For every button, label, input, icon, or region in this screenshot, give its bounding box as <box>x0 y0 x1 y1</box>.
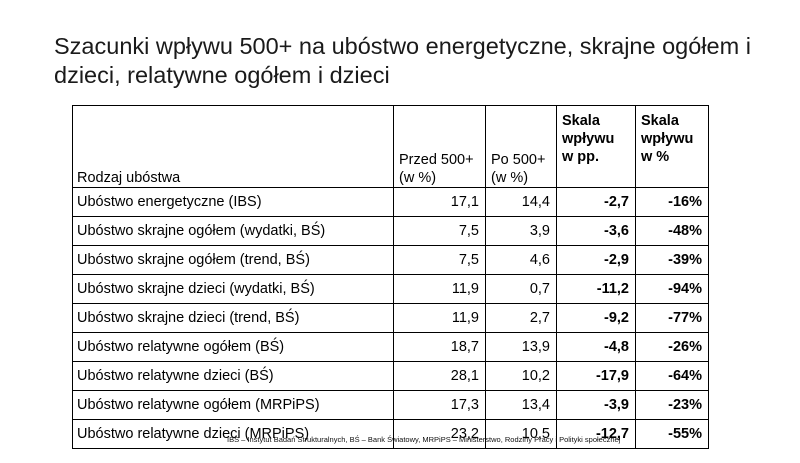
before-value-cell: 7,5 <box>393 216 486 246</box>
impact-pp-cell: -9,2 <box>556 303 636 333</box>
poverty-type-cell: Ubóstwo relatywne dzieci (MRPiPS) <box>72 419 394 449</box>
after-value-cell: 13,9 <box>485 332 557 362</box>
before-value-cell: 18,7 <box>393 332 486 362</box>
table-row: Ubóstwo skrajne dzieci (wydatki, BŚ) 11,9… <box>72 274 709 304</box>
after-value-cell: 13,4 <box>485 390 557 420</box>
after-value-cell: 14,4 <box>485 187 557 217</box>
impact-percent-cell: -16% <box>635 187 709 217</box>
before-value-cell: 11,9 <box>393 274 486 304</box>
poverty-type-cell: Ubóstwo relatywne ogółem (BŚ) <box>72 332 394 362</box>
impact-pp-cell: -2,7 <box>556 187 636 217</box>
header-before-500: Przed 500+ (w %) <box>393 105 486 188</box>
impact-pp-cell: -3,9 <box>556 390 636 420</box>
impact-pp-cell: -4,8 <box>556 332 636 362</box>
impact-percent-cell: -23% <box>635 390 709 420</box>
table-row: Ubóstwo energetyczne (IBS) 17,1 14,4 -2,7 -1… <box>72 187 709 217</box>
header-impact-percent: Skala wpływu w % <box>635 105 709 188</box>
before-value-cell: 11,9 <box>393 303 486 333</box>
impact-percent-cell: -64% <box>635 361 709 391</box>
table-row: Ubóstwo skrajne ogółem (trend, BŚ) 7,5 4,6… <box>72 245 709 275</box>
poverty-impact-table: Rodzaj ubóstwa Przed 500+ (w %) Po 500+ … <box>72 105 709 449</box>
after-value-cell: 10,2 <box>485 361 557 391</box>
table-row: Ubóstwo skrajne ogółem (wydatki, BŚ) 7,5 3… <box>72 216 709 246</box>
impact-pp-cell: -12,7 <box>556 419 636 449</box>
impact-percent-cell: -26% <box>635 332 709 362</box>
impact-pp-cell: -3,6 <box>556 216 636 246</box>
poverty-type-cell: Ubóstwo relatywne ogółem (MRPiPS) <box>72 390 394 420</box>
poverty-type-cell: Ubóstwo skrajne dzieci (trend, BŚ) <box>72 303 394 333</box>
after-value-cell: 10,5 <box>485 419 557 449</box>
after-value-cell: 2,7 <box>485 303 557 333</box>
impact-pp-cell: -11,2 <box>556 274 636 304</box>
table-row: Ubóstwo relatywne dzieci (BŚ) 28,1 10,2 -17… <box>72 361 709 391</box>
footnote: IBS – Instytut Badań Strukturalnych, BŚ … <box>227 435 621 444</box>
before-value-cell: 28,1 <box>393 361 486 391</box>
poverty-type-cell: Ubóstwo skrajne dzieci (wydatki, BŚ) <box>72 274 394 304</box>
impact-pp-cell: -17,9 <box>556 361 636 391</box>
poverty-type-cell: Ubóstwo skrajne ogółem (wydatki, BŚ) <box>72 216 394 246</box>
slide-title: Szacunki wpływu 500+ na ubóstwo energety… <box>54 33 751 88</box>
header-poverty-type: Rodzaj ubóstwa <box>72 105 394 188</box>
after-value-cell: 0,7 <box>485 274 557 304</box>
before-value-cell: 17,3 <box>393 390 486 420</box>
after-value-cell: 3,9 <box>485 216 557 246</box>
table-row: Ubóstwo relatywne dzieci (MRPiPS) 23,2 10,… <box>72 419 709 449</box>
table-row: Ubóstwo relatywne ogółem (BŚ) 18,7 13,9 -4,… <box>72 332 709 362</box>
impact-percent-cell: -77% <box>635 303 709 333</box>
header-impact-pp: Skala wpływu w pp. <box>556 105 636 188</box>
after-value-cell: 4,6 <box>485 245 557 275</box>
poverty-type-cell: Ubóstwo skrajne ogółem (trend, BŚ) <box>72 245 394 275</box>
before-value-cell: 7,5 <box>393 245 486 275</box>
impact-pp-cell: -2,9 <box>556 245 636 275</box>
table-header-row: Rodzaj ubóstwa Przed 500+ (w %) Po 500+ … <box>72 105 709 188</box>
table-row: Ubóstwo relatywne ogółem (MRPiPS) 17,3 13,… <box>72 390 709 420</box>
poverty-type-cell: Ubóstwo energetyczne (IBS) <box>72 187 394 217</box>
table-row: Ubóstwo skrajne dzieci (trend, BŚ) 11,9 2,… <box>72 303 709 333</box>
header-after-500: Po 500+ (w %) <box>485 105 557 188</box>
impact-percent-cell: -55% <box>635 419 709 449</box>
poverty-type-cell: Ubóstwo relatywne dzieci (BŚ) <box>72 361 394 391</box>
before-value-cell: 23,2 <box>393 419 486 449</box>
before-value-cell: 17,1 <box>393 187 486 217</box>
impact-percent-cell: -39% <box>635 245 709 275</box>
impact-percent-cell: -48% <box>635 216 709 246</box>
impact-percent-cell: -94% <box>635 274 709 304</box>
